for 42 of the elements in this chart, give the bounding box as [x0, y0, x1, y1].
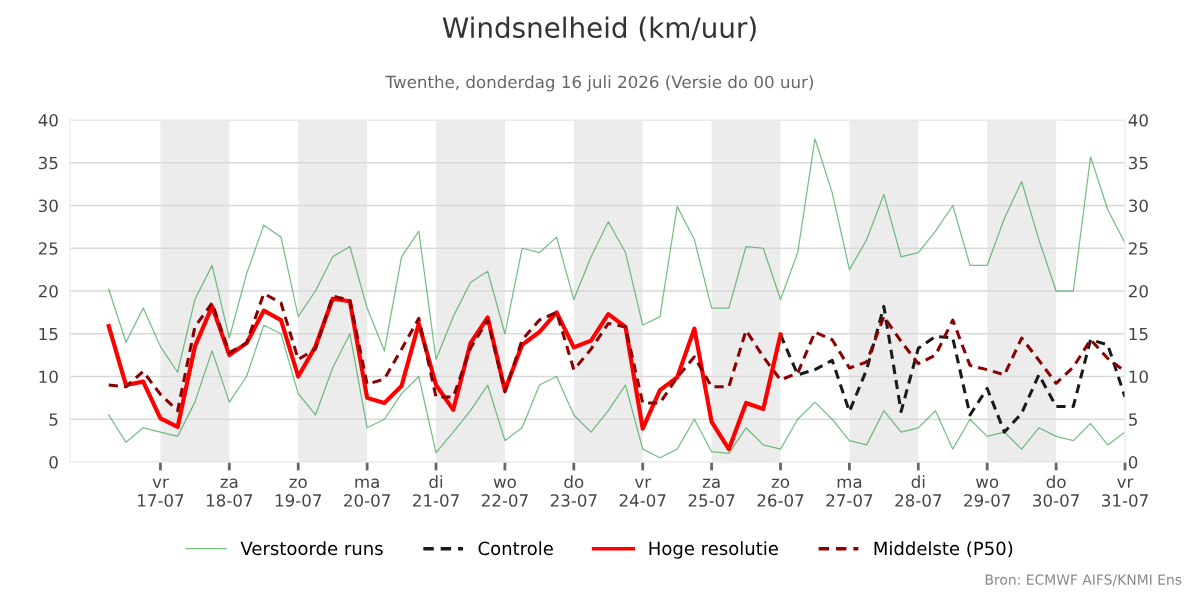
y-tick-label: 10 — [39, 370, 58, 384]
text: Bron: ECMWF AIFS/KNMI Ens — [985, 574, 1182, 586]
x-tick-label: di 21-07 — [413, 475, 459, 507]
x-tick-label: di 28-07 — [895, 475, 942, 507]
x-tick-label: wo 22-07 — [481, 478, 528, 507]
legend-label: Controle — [478, 541, 553, 556]
x-tick-label: ma 27-07 — [826, 478, 873, 507]
x-tick-label: za 25-07 — [688, 478, 735, 507]
x-tick-label: vr 24-07 — [619, 478, 666, 507]
y2-tick-label: 35 — [1129, 156, 1148, 170]
y2-tick-label: 5 — [1129, 413, 1137, 426]
x-tick-label: vr 17-07 — [138, 478, 184, 507]
y2-tick-label: 25 — [1129, 242, 1148, 255]
x-tick-label: vr 31-07 — [1102, 478, 1148, 507]
y-tick-label: 5 — [49, 413, 58, 426]
x-tick-label: do 30-07 — [1033, 475, 1079, 507]
y-tick-label: 15 — [39, 327, 58, 341]
y2-tick-label: 0 — [1128, 455, 1138, 469]
x-tick-label: ma 20-07 — [344, 478, 390, 507]
y-tick-label: 40 — [38, 113, 58, 127]
chart-subtitle: Twenthe, donderdag 16 juli 2026 (Versie do 00 uur) — [385, 75, 813, 92]
chart-title: Windsnelheid (km/uur) — [442, 16, 756, 42]
y-tick-label: 20 — [38, 284, 58, 298]
legend-label: Middelste (P50) — [874, 541, 1013, 558]
x-tick-label: do 23-07 — [550, 475, 597, 507]
y2-tick-label: 10 — [1129, 370, 1148, 384]
line-series — [107, 292, 1125, 413]
y2-tick-label: 40 — [1128, 113, 1148, 127]
y-tick-label: 0 — [49, 455, 58, 469]
line-series — [778, 304, 1125, 434]
y-tick-label: 30 — [38, 199, 58, 213]
x-tick-label: zo 19-07 — [275, 478, 322, 507]
legend-label: Verstoorde runs — [240, 541, 383, 556]
y2-tick-label: 20 — [1129, 284, 1148, 298]
y2-tick-label: 15 — [1129, 327, 1148, 341]
y2-tick-label: 30 — [1129, 199, 1148, 213]
legend-label: Hoge resolutie — [649, 541, 778, 559]
x-tick-label: wo 29-07 — [964, 478, 1010, 507]
x-tick-label: za 18-07 — [206, 478, 253, 507]
y-tick-label: 35 — [38, 156, 58, 170]
x-tick-label: zo 26-07 — [757, 478, 804, 507]
y-tick-label: 25 — [38, 242, 58, 255]
